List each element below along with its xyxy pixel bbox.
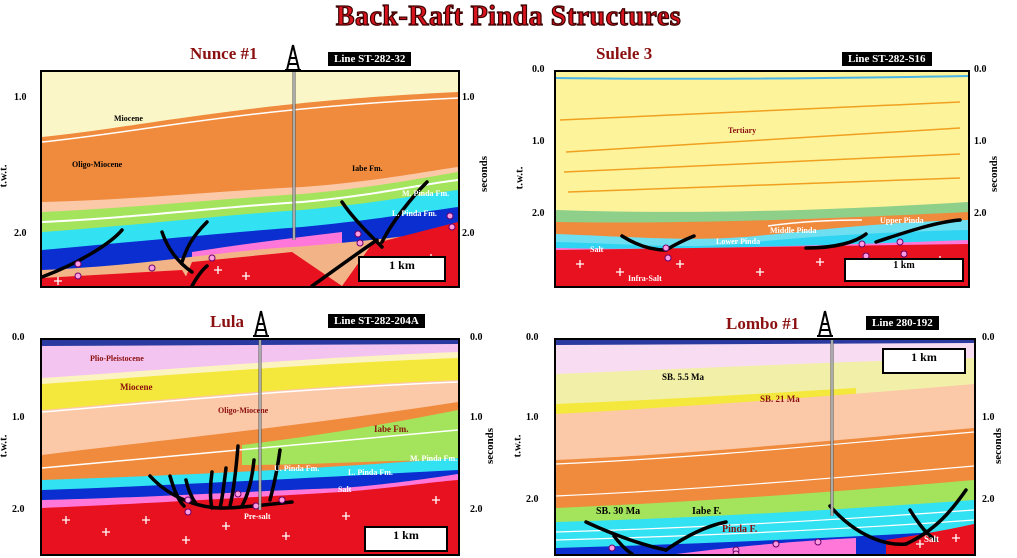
seismic-section-lula: Plio-Pleistocene Miocene Oligo-Miocene I… [40,338,460,556]
axis-label-left-nunce: t.w.t. [0,164,10,188]
unit-label-iabe: Iabe Fm. [374,424,409,434]
tick-right-nunce-2: 2.0 [462,228,475,239]
unit-label-oligo-miocene: Oligo-Miocene [218,406,269,415]
seismic-section-nunce: Miocene Oligo-Miocene Iabe Fm. M. Pinda … [40,70,460,288]
unit-label-m-pinda: M. Pinda Fm. [402,189,450,198]
unit-label-iabe: Iabe Fm. [352,164,383,173]
scale-label-lula: 1 km [393,528,419,542]
panel-title-lula: Lula [210,312,245,331]
scale-box-nunce: 1 km [358,256,446,282]
tick-left-lula-1: 0.0 [12,332,25,343]
tick-right-lombo-1: 0.0 [982,332,995,343]
tick-right-lula-3: 2.0 [470,504,483,515]
unit-label-sb-21: SB. 21 Ma [760,394,800,404]
tick-left-lombo-3: 2.0 [526,494,539,505]
well-derrick-icon [250,310,272,343]
unit-label-plio-pleistocene: Plio-Pleistocene [90,354,144,363]
unit-label-infra-salt: Infra-Salt [628,274,662,283]
axis-label-left-lombo: t.w.t. [511,434,524,458]
line-label-sulele: Line ST-282-S16 [842,52,932,66]
tick-right-sulele-2: 1.0 [974,136,987,147]
unit-label-m-pinda: M. Pinda Fm. [410,454,458,463]
tick-left-nunce-2: 2.0 [14,228,27,239]
tick-left-sulele-3: 2.0 [532,208,545,219]
unit-label-u-pinda: U. Pinda Fm. [274,464,320,473]
unit-label-sb-5-5: SB. 5.5 Ma [662,372,705,382]
well-derrick-icon [814,310,836,343]
scale-label-sulele: 1 km [893,260,915,271]
scale-box-sulele: 1 km [844,258,964,282]
tick-right-lula-2: 1.0 [470,412,483,423]
tick-left-sulele-1: 0.0 [532,64,545,75]
line-label-lula: Line ST-282-204A [328,314,425,328]
unit-label-miocene: Miocene [120,382,153,392]
unit-label-lower-pinda: Lower Pinda [716,237,761,246]
unit-label-iabe: Iabe F. [692,506,722,517]
unit-label-tertiary: Tertiary [728,126,757,135]
seismic-section-lombo: SB. 5.5 Ma SB. 21 Ma SB. 30 Ma Iabe F. P… [554,338,976,556]
unit-label-salt: Salt [590,245,604,254]
scale-box-lula: 1 km [364,526,448,552]
unit-label-oligo-miocene: Oligo-Miocene [72,160,123,169]
panel-title-sulele: Sulele 3 [596,44,653,63]
unit-label-salt: Salt [924,534,940,544]
tick-left-nunce-1: 1.0 [14,92,27,103]
line-label-nunce: Line ST-282-32 [328,52,412,66]
tick-left-lombo-2: 1.0 [526,412,539,423]
panel-title-lombo: Lombo #1 [726,314,800,333]
scale-label-lombo: 1 km [911,350,937,364]
tick-left-lula-2: 1.0 [12,412,25,423]
unit-label-salt: Salt [338,485,352,494]
scale-label-nunce: 1 km [389,258,415,272]
tick-right-lombo-2: 1.0 [982,412,995,423]
unit-label-upper-pinda: Upper Pinda [880,216,924,225]
unit-label-miocene: Miocene [114,114,143,123]
unit-label-pinda: Pinda F. [722,524,758,535]
unit-label-sb-30: SB. 30 Ma [596,506,641,517]
tick-right-sulele-1: 0.0 [974,64,987,75]
unit-label-l-pinda: L. Pinda Fm. [348,468,393,477]
tick-right-lombo-3: 2.0 [982,494,995,505]
unit-label-pre-salt: Pre-salt [244,512,271,521]
axis-label-right-lombo: seconds [992,427,1005,465]
tick-right-lula-1: 0.0 [470,332,483,343]
well-derrick-icon [282,44,304,77]
axis-label-right-sulele: seconds [988,155,1001,193]
main-title: Back-Raft Pinda Structures [335,0,682,32]
tick-left-sulele-2: 1.0 [532,136,545,147]
unit-label-l-pinda: L. Pinda Fm. [392,209,437,218]
axis-label-left-sulele: t.w.t. [513,166,526,190]
axis-label-right-lula: seconds [484,427,497,465]
scale-box-lombo: 1 km [882,348,966,374]
tick-right-sulele-3: 2.0 [974,208,987,219]
line-label-lombo: Line 280-192 [866,316,939,330]
unit-label-middle-pinda: Middle Pinda [770,226,817,235]
tick-left-lula-3: 2.0 [12,504,25,515]
panel-title-nunce: Nunce #1 [190,44,258,63]
tick-right-nunce-1: 1.0 [462,92,475,103]
axis-label-right-nunce: seconds [478,155,491,193]
tick-left-lombo-1: 0.0 [526,332,539,343]
axis-label-left-lula: t.w.t. [0,434,10,458]
seismic-section-sulele: Tertiary Upper Pinda Middle Pinda Lower … [554,70,970,288]
